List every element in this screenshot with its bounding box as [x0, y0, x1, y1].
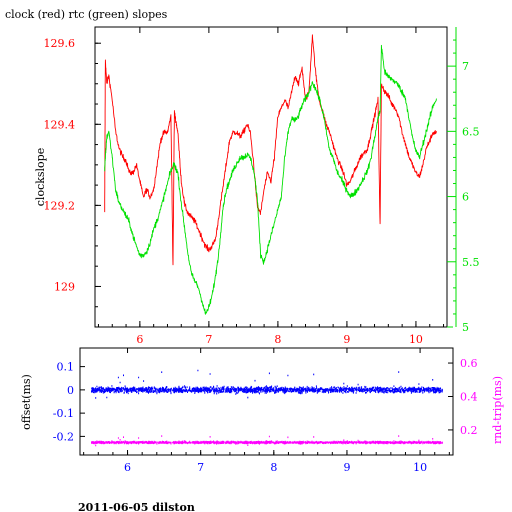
bottom-offset-plot: 6 7 8 9 10 -0.2 -0.1 0 0.1 0.2 0.4 0.6 offset(ms) rnd…	[20, 347, 504, 474]
top-yright-tick-label: 6	[462, 191, 469, 204]
bottom-x-tick-label: 10	[413, 461, 427, 474]
footer-label: 2011-06-05 dilston	[78, 501, 195, 512]
bottom-yleft-tick-label: -0.2	[53, 430, 74, 443]
top-yleft-tick-label: 129.2	[44, 199, 76, 212]
top-chart-title: clock (red) rtc (green) slopes	[5, 8, 168, 21]
top-yleft-tick-label: 129.6	[44, 37, 76, 50]
top-yleft-tick-label: 129	[54, 280, 75, 293]
bottom-ylabel-right: rnd-trip(ms)	[491, 376, 504, 444]
bottom-yleft-tick-label: 0.1	[57, 361, 75, 374]
top-ylabel: clockslope	[34, 148, 47, 206]
bottom-x-tick-label: 6	[124, 461, 131, 474]
bottom-yleft-tick-label: 0	[67, 384, 74, 397]
top-plot-frame	[94, 26, 448, 328]
bottom-x-tick-label: 8	[270, 461, 277, 474]
top-slope-plot: 6 7 8 9 10 129 129.2 129.4 129.6 5 5.5 6 6.5 7 clocksl…	[34, 26, 480, 346]
bottom-yright-tick-label: 0.2	[460, 424, 478, 437]
top-x-tick-label: 7	[205, 333, 212, 346]
clock-slope-series	[104, 34, 438, 266]
top-x-tick-label: 10	[409, 333, 423, 346]
top-x-tick-label: 9	[343, 333, 350, 346]
bottom-yright-tick-label: 0.4	[460, 390, 478, 403]
bottom-x-tick-label: 7	[197, 461, 204, 474]
bottom-ylabel-left: offset(ms)	[20, 374, 33, 430]
offset-series	[91, 369, 443, 399]
top-x-tick-label: 8	[274, 333, 281, 346]
rtc-slope-series	[104, 44, 437, 315]
top-yright-tick-label: 7	[462, 60, 469, 73]
bottom-yright-tick-label: 0.6	[460, 357, 478, 370]
top-yright-tick-label: 5.5	[462, 256, 480, 269]
top-yright-tick-label: 6.5	[462, 125, 480, 138]
top-yright-tick-label: 5	[462, 321, 469, 334]
rndtrip-series	[91, 435, 443, 447]
bottom-plot-frame	[79, 347, 454, 456]
bottom-yleft-tick-label: -0.1	[53, 407, 74, 420]
top-x-tick-label: 6	[136, 333, 143, 346]
top-yleft-tick-label: 129.4	[44, 118, 76, 131]
bottom-x-tick-label: 9	[343, 461, 350, 474]
